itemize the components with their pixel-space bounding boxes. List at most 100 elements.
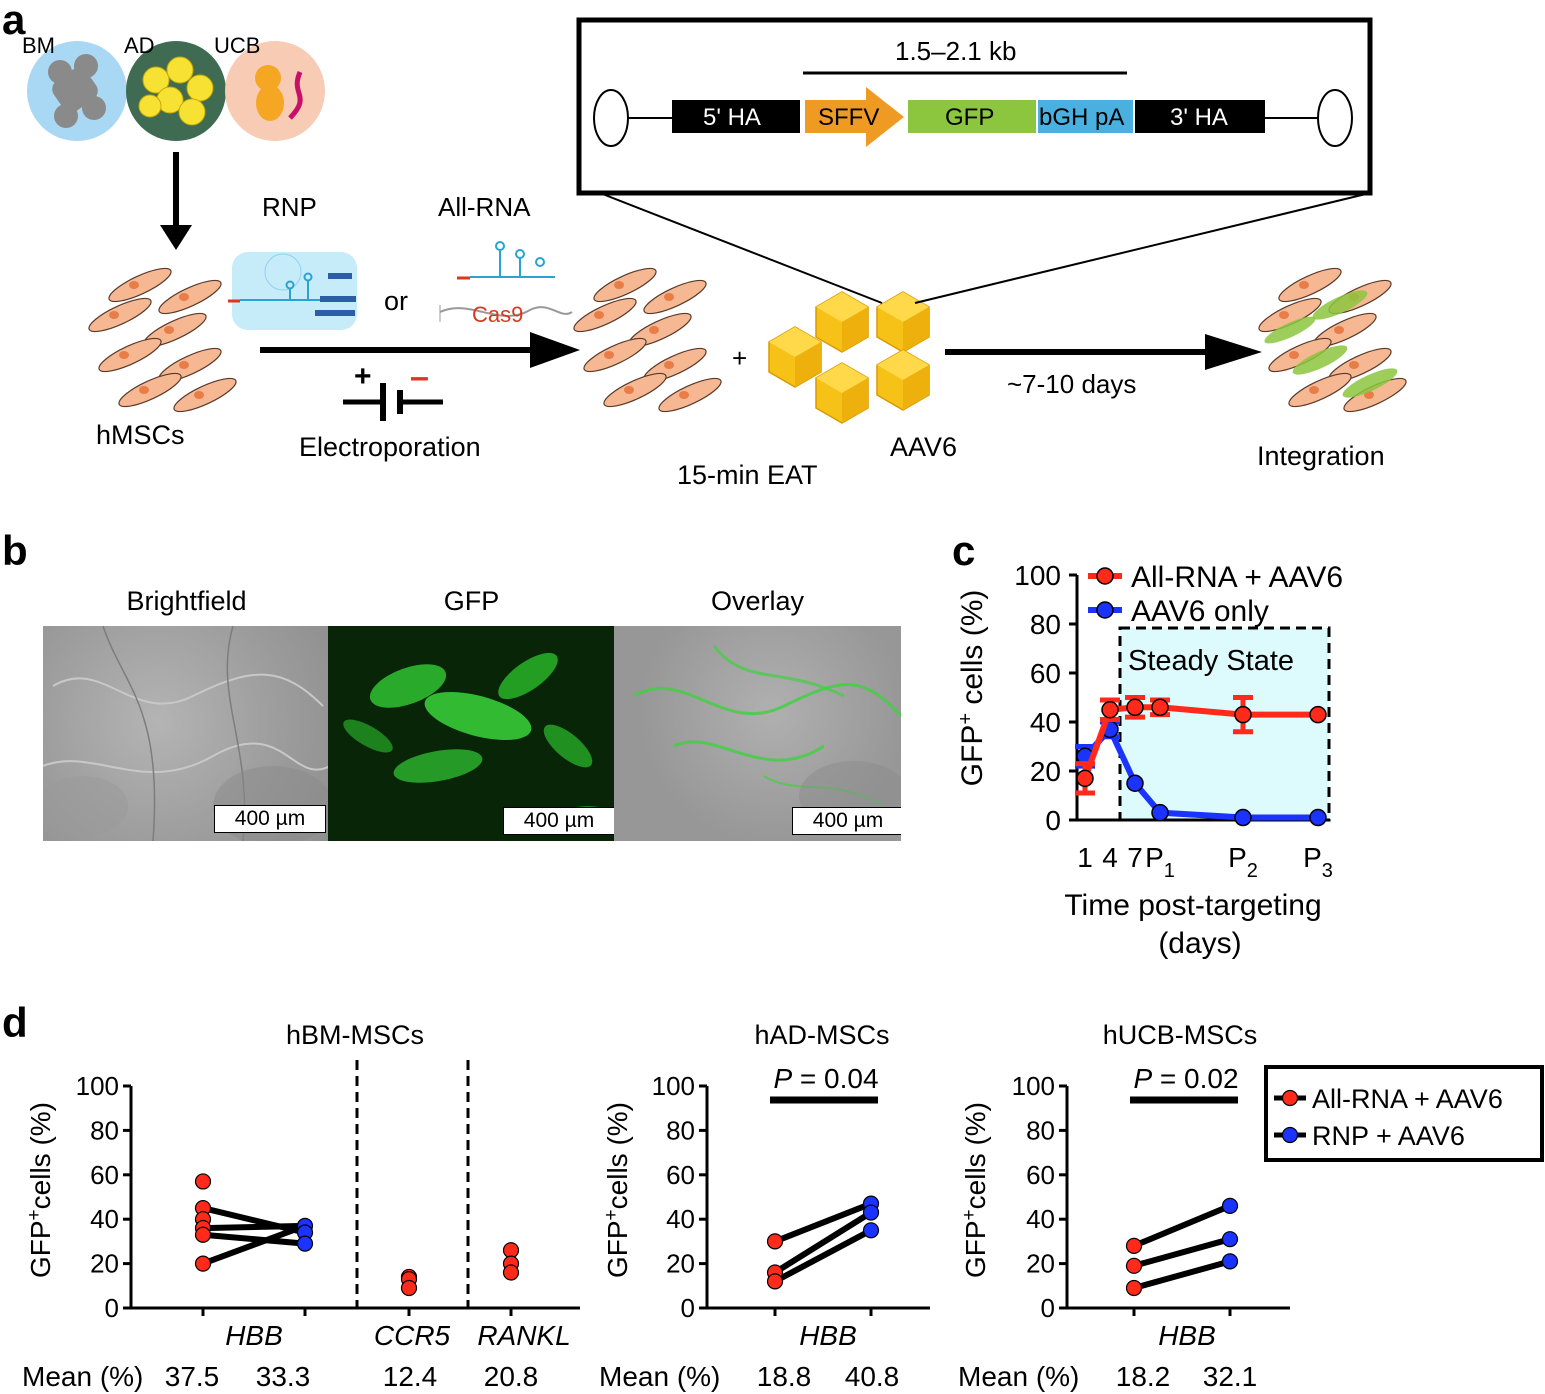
- y-tick-label: 60: [1030, 658, 1061, 689]
- data-point: [194, 1173, 212, 1190]
- zoom-line-left: [599, 192, 883, 304]
- ucb-label: UCB: [214, 33, 260, 58]
- y-tick-label: 80: [666, 1115, 695, 1145]
- legend-label: RNP + AAV6: [1312, 1121, 1465, 1151]
- chart-gfp-donors: 0 20 40 60 80 100 hBM-MSCs GFP+cells (%) HBB CCR5…: [22, 1020, 1544, 1392]
- y-tick-label: 0: [105, 1293, 119, 1323]
- brightfield-scalebar: 400 µm: [214, 805, 326, 833]
- gfp-box: [908, 100, 1036, 133]
- chart-gfp-timecourse: Steady State 0 20 40 60 80 100 1 4 7 P1 P2 P3 Time po…: [955, 560, 1343, 960]
- data-point: [1126, 698, 1144, 717]
- chart-title: hAD-MSCs: [754, 1020, 889, 1050]
- y-tick-label: 0: [1041, 1293, 1055, 1323]
- ha5-box: [672, 100, 800, 133]
- data-point: [1221, 1253, 1239, 1270]
- treated-cells-icon: [570, 262, 724, 417]
- paired-line: [202, 1231, 306, 1247]
- gfp-title: GFP: [443, 586, 500, 616]
- cas9-label: Cas9: [472, 302, 523, 327]
- x-tick-label: 1: [1077, 842, 1093, 873]
- overlay-title: Overlay: [710, 586, 805, 616]
- data-point: [1125, 1237, 1143, 1254]
- y-tick-label: 40: [90, 1204, 119, 1234]
- chart-title: hUCB-MSCs: [1103, 1020, 1258, 1050]
- gene-label: CCR5: [374, 1320, 451, 1351]
- mean-value: Mean (%): [599, 1361, 720, 1392]
- plus-label: +: [732, 343, 747, 373]
- gfp-image: 400 µm: [328, 626, 615, 841]
- gene-label: RANKL: [477, 1320, 570, 1351]
- aav6-label: AAV6: [890, 432, 957, 462]
- mean-value: 40.8: [845, 1361, 900, 1392]
- y-tick-label: 80: [90, 1115, 119, 1145]
- legend-marker: [1096, 601, 1114, 619]
- y-tick-label: 100: [1012, 1071, 1055, 1101]
- data-point: [1151, 803, 1169, 822]
- data-point: [194, 1255, 212, 1272]
- mean-value: 20.8: [484, 1361, 539, 1392]
- y-tick-label: 60: [90, 1160, 119, 1190]
- paired-line: [773, 1209, 873, 1276]
- hmsc-cells-icon: [85, 262, 239, 417]
- x-axis-label: Time post-targeting: [1064, 889, 1321, 922]
- mean-value: Mean (%): [22, 1361, 143, 1392]
- data-point: [194, 1226, 212, 1243]
- plus-sign: +: [354, 360, 372, 393]
- x-tick-label: 7: [1127, 842, 1143, 873]
- y-tick-label: 40: [666, 1204, 695, 1234]
- legend-box: [1264, 1065, 1544, 1162]
- y-tick-label: 80: [1030, 609, 1061, 640]
- data-point: [1221, 1231, 1239, 1248]
- y-tick-label: 100: [76, 1071, 119, 1101]
- sffv-label: SFFV: [818, 104, 879, 131]
- panel-a-letter: a: [2, 0, 26, 43]
- sffv-promoter-arrow: [805, 87, 904, 147]
- gfp-scalebar: 400 µm: [503, 807, 615, 835]
- data-point: [502, 1264, 520, 1281]
- paired-line: [202, 1222, 306, 1232]
- bm-source-icon: [27, 41, 127, 141]
- y-tick-label: 40: [1026, 1204, 1055, 1234]
- y-tick-label: 20: [1026, 1249, 1055, 1279]
- p-value: P = 0.02: [1133, 1063, 1238, 1094]
- itr-left-icon: [593, 89, 629, 147]
- mean-value: Mean (%): [958, 1361, 1079, 1392]
- bgh-label: bGH pA: [1039, 104, 1124, 131]
- mean-value: 33.3: [256, 1361, 311, 1392]
- chart-title: hBM-MSCs: [286, 1020, 424, 1050]
- mean-value: 37.5: [165, 1361, 220, 1392]
- battery-icon: [343, 383, 443, 421]
- electroporation-arrow-head: [530, 332, 580, 368]
- x-tick-label: P3: [1303, 842, 1333, 882]
- y-tick-label: 40: [1030, 707, 1061, 738]
- paired-line: [773, 1200, 873, 1245]
- data-point: [1309, 705, 1327, 724]
- legend-marker: [1281, 1126, 1299, 1144]
- hmscs-label: hMSCs: [96, 420, 185, 450]
- paired-line: [1133, 1258, 1231, 1291]
- integrated-cells-icon: [1255, 262, 1409, 417]
- y-tick-label: 60: [1026, 1160, 1055, 1190]
- data-point: [862, 1204, 880, 1221]
- legend-label: All-RNA + AAV6: [1312, 1084, 1503, 1114]
- y-tick-label: 0: [681, 1293, 695, 1323]
- overlay-image: 400 µm: [614, 626, 901, 841]
- panel-b-letter: b: [2, 527, 28, 574]
- ha3-label: 3' HA: [1170, 104, 1228, 131]
- down-arrow-head: [160, 225, 192, 250]
- zoom-line-right: [914, 192, 1371, 304]
- allrna-label: All-RNA: [438, 192, 531, 222]
- days-label: ~7-10 days: [1007, 369, 1136, 399]
- mean-value: 32.1: [1203, 1361, 1258, 1392]
- data-point: [1101, 701, 1119, 719]
- y-tick-label: 60: [666, 1160, 695, 1190]
- y-tick-label: 100: [1014, 560, 1061, 591]
- y-tick-label: 20: [666, 1249, 695, 1279]
- bgh-box: [1038, 100, 1133, 133]
- mean-value: 18.2: [1116, 1361, 1171, 1392]
- brightfield-image: 400 µm: [43, 626, 330, 841]
- eat-label: 15-min EAT: [677, 460, 818, 490]
- ha5-label: 5' HA: [703, 104, 761, 131]
- itr-right-icon: [1317, 89, 1353, 147]
